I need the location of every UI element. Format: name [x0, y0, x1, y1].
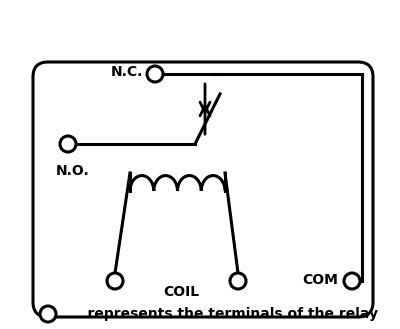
Circle shape	[40, 306, 56, 322]
Circle shape	[60, 136, 76, 152]
Text: COM: COM	[302, 273, 338, 287]
Circle shape	[230, 273, 246, 289]
Circle shape	[147, 66, 163, 82]
Circle shape	[107, 273, 123, 289]
Text: N.O.: N.O.	[56, 164, 90, 178]
FancyBboxPatch shape	[33, 62, 373, 317]
Text: represents the terminals of the relay: represents the terminals of the relay	[68, 307, 378, 321]
Circle shape	[344, 273, 360, 289]
Text: COIL: COIL	[164, 285, 200, 299]
Text: N.C.: N.C.	[111, 65, 143, 79]
